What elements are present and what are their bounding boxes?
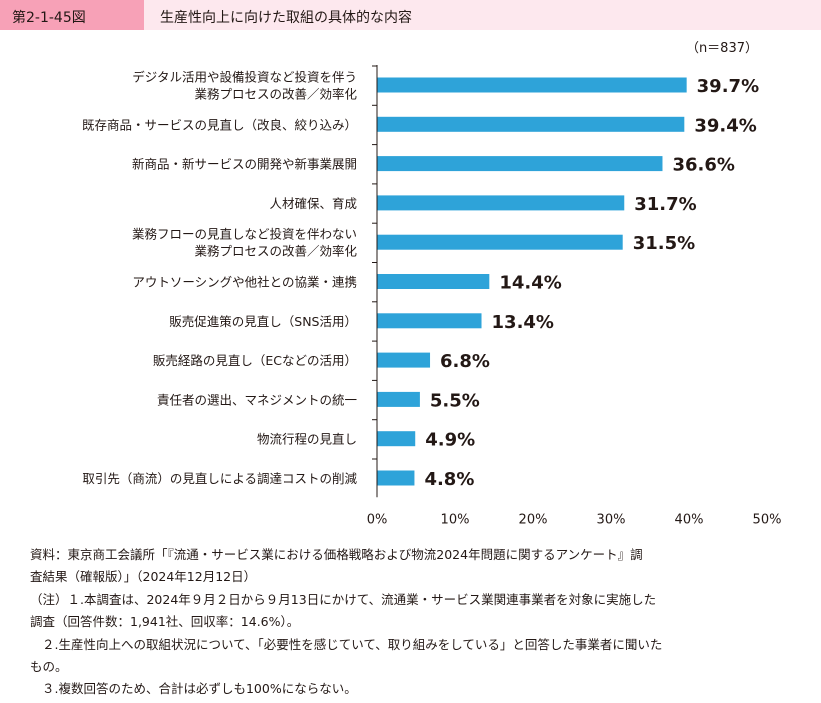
bar [377,156,663,172]
figure-number: 第2-1-45図 [12,10,86,26]
note-line: ３.複数回答のため、合計は必ずしも100%にならない。 [42,681,357,697]
category-label: 業務プロセスの改善／効率化 [194,244,357,259]
category-label: 販売促進策の見直し（SNS活用） [169,314,357,329]
x-tick-label: 30% [597,512,626,527]
bar-chart: （n＝837） 39.7% デジタル活用や設備投資など投資を伴う業務プロセスの改善／… [82,41,782,527]
category-label: 既存商品・サービスの見直し（改良、絞り込み） [82,117,357,132]
data-label: 4.9% [425,430,475,451]
x-tick-label: 40% [675,512,704,527]
category-label: 業務プロセスの改善／効率化 [194,87,357,102]
x-tick-label: 20% [519,512,548,527]
bar [377,274,490,289]
data-label: 31.5% [633,233,695,254]
bar [377,313,482,329]
data-label: 39.4% [694,115,756,136]
note-line: （注）１.本調査は、2024年９月２日から９月13日にかけて、流通業・サービス業… [30,591,657,607]
category-label: 取引先（商流）の見直しによる調達コストの削減 [82,471,357,486]
note-line: ２.生産性向上への取組状況について、「必要性を感じていて、取り組みをしている」と… [42,636,663,652]
note-line: 調査（回答件数：1,941社、回収率：14.6%）。 [30,614,300,630]
bar [377,77,687,93]
bar [377,431,416,447]
category-label: 物流行程の見直し [257,432,357,447]
data-label: 5.5% [430,390,480,411]
bar [377,470,415,486]
figure-number-tag: 第2-1-45図 [0,0,144,30]
category-label: 業務フローの見直しなど投資を伴わない [132,227,357,242]
x-tick-label: 50% [753,512,782,527]
bar [377,116,685,132]
data-label: 39.7% [697,76,759,97]
data-label: 13.4% [492,312,554,333]
note-line: 資料：東京商工会議所「『流通・サービス業における価格戦略および物流2024年問題… [30,547,643,562]
category-label: デジタル活用や設備投資など投資を伴う [132,70,357,85]
x-tick-label: 10% [441,512,470,527]
data-label: 14.4% [499,273,561,294]
data-label: 4.8% [424,469,474,490]
category-label: 責任者の選出、マネジメントの統一 [157,392,357,407]
category-label: アウトソーシングや他社との協業・連携 [132,275,357,290]
bar [377,234,623,250]
category-label: 人材確保、育成 [269,196,357,211]
bar [377,391,420,407]
note-line: 査結果（確報版）」（2024年12月12日） [30,569,257,585]
x-tick-label: 0% [367,512,388,527]
source-notes: 資料：東京商工会議所「『流通・サービス業における価格戦略および物流2024年問題… [30,544,800,701]
category-label: 新商品・新サービスの開発や新事業展開 [132,157,357,172]
figure-title: 生産性向上に向けた取組の具体的な内容 [160,10,412,26]
note-line: もの。 [30,659,68,675]
sample-size-note: （n＝837） [686,41,758,56]
category-label: 販売経路の見直し（ECなどの活用） [153,353,357,368]
data-label: 36.6% [672,155,734,176]
figure-header: 第2-1-45図 生産性向上に向けた取組の具体的な内容 [0,0,821,30]
bar [377,352,431,368]
data-label: 31.7% [634,194,696,215]
data-label: 6.8% [440,351,490,372]
bar [377,195,625,211]
